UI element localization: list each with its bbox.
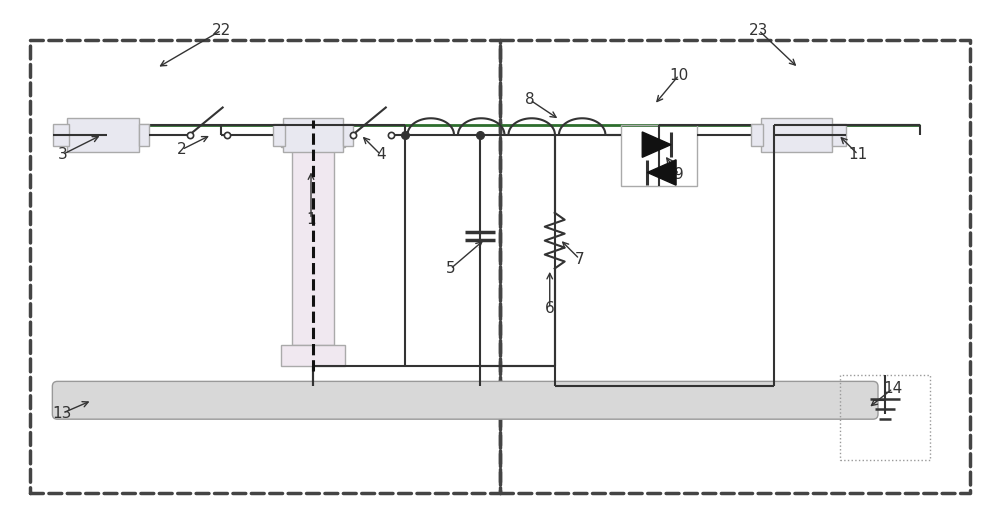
Text: 4: 4 [376, 147, 385, 162]
Text: 5: 5 [445, 261, 455, 277]
Text: 2: 2 [177, 142, 186, 157]
Bar [281, 125, 345, 147]
Text: 7: 7 [575, 251, 584, 267]
Bar [840, 376, 930, 460]
Bar [53, 124, 69, 145]
Bar [761, 118, 832, 152]
Bar [832, 124, 846, 145]
Bar [273, 124, 285, 145]
Text: 23: 23 [749, 23, 768, 38]
Text: 11: 11 [848, 147, 868, 162]
Bar [343, 124, 353, 145]
Text: 6: 6 [545, 302, 555, 316]
FancyBboxPatch shape [52, 381, 878, 419]
Bar [281, 344, 345, 367]
Bar [621, 125, 697, 186]
Polygon shape [647, 160, 676, 185]
Text: 8: 8 [525, 93, 535, 107]
Text: 3: 3 [57, 147, 67, 162]
Text: 13: 13 [53, 406, 72, 421]
Bar [67, 118, 139, 152]
Bar [139, 124, 149, 145]
Text: 9: 9 [674, 167, 684, 182]
Bar [283, 118, 343, 152]
Bar [500, 40, 970, 493]
Text: 1: 1 [306, 212, 316, 227]
Bar [751, 124, 763, 145]
Text: 22: 22 [212, 23, 231, 38]
Text: 10: 10 [669, 68, 689, 83]
Bar [292, 147, 334, 344]
Polygon shape [642, 132, 671, 157]
Bar [30, 40, 500, 493]
Text: 14: 14 [883, 381, 903, 396]
